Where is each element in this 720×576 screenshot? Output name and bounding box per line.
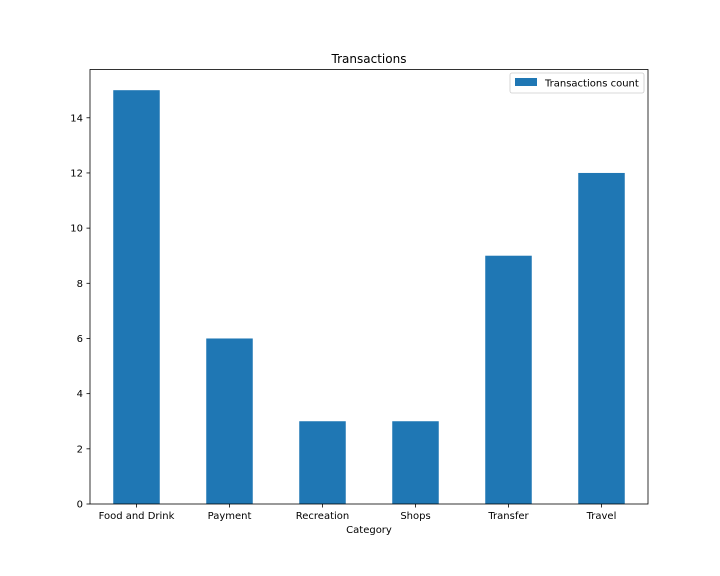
bar-transfer <box>485 255 532 504</box>
x-axis-label: Category <box>346 525 392 536</box>
x-tick-label: Recreation <box>296 511 349 522</box>
bar-recreation <box>299 421 346 504</box>
bar-payment <box>206 338 253 504</box>
x-tick-label: Shops <box>400 511 430 522</box>
y-tick-label: 14 <box>70 113 83 124</box>
legend-frame <box>509 72 645 94</box>
bar-shops <box>392 421 439 504</box>
y-axis-ticks: 0 2 4 6 8 10 12 14 <box>70 113 90 511</box>
bar-food-and-drink <box>113 90 160 504</box>
y-tick-label: 0 <box>77 500 83 511</box>
x-tick-label: Payment <box>208 511 252 522</box>
x-tick-label: Transfer <box>487 511 529 522</box>
y-tick-label: 12 <box>70 168 83 179</box>
x-tick-label: Travel <box>586 511 617 522</box>
plot-frame <box>89 69 649 505</box>
legend-swatch <box>515 78 537 86</box>
y-tick-label: 2 <box>77 444 83 455</box>
y-tick-label: 6 <box>77 334 83 345</box>
chart-title: Transactions <box>331 52 407 66</box>
y-tick-label: 4 <box>77 389 83 400</box>
legend-label: Transactions count <box>544 79 639 90</box>
bar-travel <box>578 172 625 504</box>
legend: Transactions count <box>509 72 645 94</box>
x-tick-label: Food and Drink <box>99 511 175 522</box>
bars-group <box>113 90 625 504</box>
y-tick-label: 8 <box>77 279 83 290</box>
x-axis-ticks: Food and Drink Payment Recreation Shops Tran… <box>99 504 617 522</box>
y-tick-label: 10 <box>70 224 83 235</box>
